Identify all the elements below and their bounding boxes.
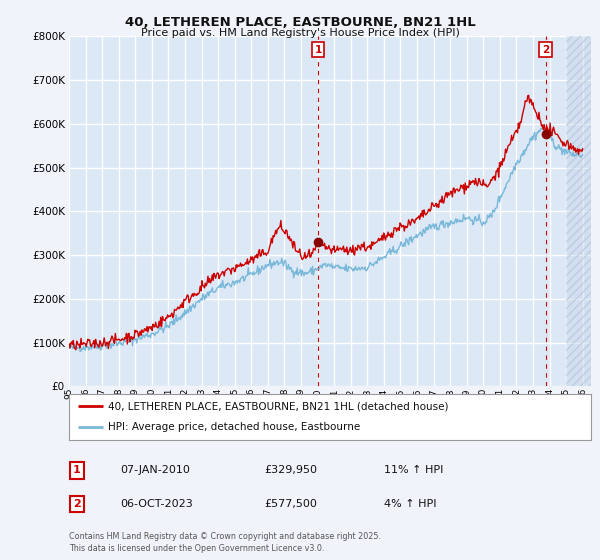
Text: £329,950: £329,950 bbox=[264, 465, 317, 475]
Text: 2: 2 bbox=[73, 499, 80, 509]
Text: 11% ↑ HPI: 11% ↑ HPI bbox=[384, 465, 443, 475]
Text: 4% ↑ HPI: 4% ↑ HPI bbox=[384, 499, 437, 509]
Text: 06-OCT-2023: 06-OCT-2023 bbox=[120, 499, 193, 509]
Text: Price paid vs. HM Land Registry's House Price Index (HPI): Price paid vs. HM Land Registry's House … bbox=[140, 28, 460, 38]
Bar bbox=[566, 36, 591, 386]
Text: 1: 1 bbox=[73, 465, 80, 475]
Text: 1: 1 bbox=[314, 45, 322, 54]
Text: 07-JAN-2010: 07-JAN-2010 bbox=[120, 465, 190, 475]
Text: £577,500: £577,500 bbox=[264, 499, 317, 509]
Text: Contains HM Land Registry data © Crown copyright and database right 2025.
This d: Contains HM Land Registry data © Crown c… bbox=[69, 532, 381, 553]
Text: 40, LETHEREN PLACE, EASTBOURNE, BN21 1HL (detached house): 40, LETHEREN PLACE, EASTBOURNE, BN21 1HL… bbox=[108, 401, 449, 411]
Text: 40, LETHEREN PLACE, EASTBOURNE, BN21 1HL: 40, LETHEREN PLACE, EASTBOURNE, BN21 1HL bbox=[125, 16, 475, 29]
Text: 2: 2 bbox=[542, 45, 549, 54]
Text: HPI: Average price, detached house, Eastbourne: HPI: Average price, detached house, East… bbox=[108, 422, 361, 432]
